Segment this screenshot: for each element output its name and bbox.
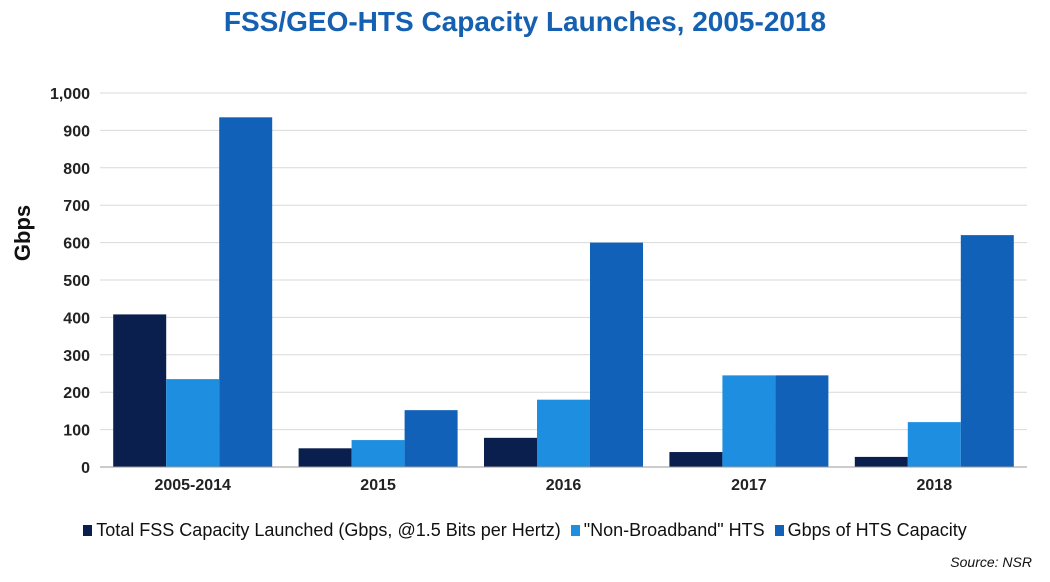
x-tick-label: 2017 — [731, 477, 767, 494]
legend-item: Total FSS Capacity Launched (Gbps, @1.5 … — [83, 520, 561, 541]
bar — [219, 117, 273, 467]
y-axis-label: Gbps — [10, 205, 35, 261]
bar — [298, 448, 352, 467]
legend-swatch — [570, 525, 580, 536]
bar — [907, 422, 961, 467]
x-tick-label: 2005-2014 — [154, 477, 231, 494]
chart-title: FSS/GEO-HTS Capacity Launches, 2005-2018 — [223, 6, 827, 37]
y-tick-label: 300 — [63, 348, 90, 365]
y-tick-label: 500 — [63, 273, 90, 290]
bar — [722, 375, 776, 467]
bar — [484, 437, 537, 467]
bar — [166, 379, 220, 467]
y-tick-label: 400 — [63, 310, 90, 327]
legend: Total FSS Capacity Launched (Gbps, @1.5 … — [0, 520, 1050, 541]
y-tick-label: 600 — [63, 236, 90, 253]
legend-label: "Non-Broadband" HTS — [583, 520, 765, 540]
bar — [351, 440, 405, 467]
x-tick-label: 2015 — [360, 477, 396, 494]
legend-swatch — [774, 525, 784, 536]
source-note: Source: NSR — [950, 554, 1032, 570]
bar — [113, 314, 167, 467]
bar-chart: 0 100 200 300 400 500 600 700 800 900 1,000 2005-2… — [10, 86, 1027, 494]
bar — [669, 452, 723, 467]
bar — [960, 235, 1014, 467]
y-tick-label: 200 — [63, 385, 90, 402]
bar — [404, 410, 458, 467]
y-tick-label: 1,000 — [50, 86, 90, 103]
y-tick-label: 100 — [63, 423, 90, 440]
bar — [775, 375, 829, 467]
legend-item: Gbps of HTS Capacity — [774, 520, 967, 541]
y-tick-label: 900 — [63, 123, 90, 140]
x-tick-labels: 2005-2014 2015 2016 2017 2018 — [154, 477, 952, 494]
legend-swatch — [83, 525, 93, 536]
legend-label: Gbps of HTS Capacity — [787, 520, 967, 540]
bars — [113, 117, 1014, 467]
x-tick-label: 2018 — [917, 477, 953, 494]
y-tick-label: 700 — [63, 198, 90, 215]
legend-label: Total FSS Capacity Launched (Gbps, @1.5 … — [96, 520, 561, 540]
y-tick-label: 0 — [81, 460, 90, 477]
legend-item: "Non-Broadband" HTS — [570, 520, 765, 541]
x-tick-label: 2016 — [546, 477, 582, 494]
y-tick-labels: 0 100 200 300 400 500 600 700 800 900 1,000 — [50, 86, 90, 477]
bar — [590, 242, 643, 467]
bar — [537, 399, 590, 467]
bar — [854, 456, 908, 467]
y-tick-label: 800 — [63, 161, 90, 178]
